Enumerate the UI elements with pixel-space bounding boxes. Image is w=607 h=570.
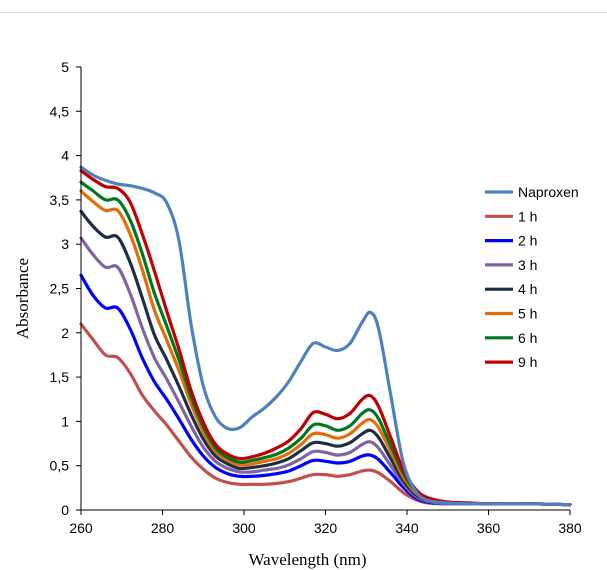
x-tick-label: 260 — [69, 520, 93, 536]
top-divider — [0, 12, 607, 13]
legend-label: 6 h — [518, 330, 537, 346]
legend-label: 3 h — [518, 257, 537, 273]
y-tick-label: 3 — [61, 236, 69, 252]
series-line-naproxen — [79, 165, 572, 507]
legend-label: Naproxen — [518, 184, 579, 200]
x-axis-title: Wavelength (nm) — [248, 550, 366, 569]
y-tick-label: 5 — [61, 59, 69, 75]
y-tick-label: 1,5 — [50, 369, 70, 385]
ticks-layer: 0 0,5 1 1,5 2 2,5 3 3,5 4 4,5 5 260 280 300 320 340 360 3… — [50, 59, 582, 536]
legend-label: 5 h — [518, 306, 537, 322]
x-tick-label: 280 — [151, 520, 175, 536]
y-tick-label: 4 — [61, 148, 69, 164]
series-layer — [79, 165, 572, 507]
legend-label: 9 h — [518, 354, 537, 370]
y-tick-label: 2,5 — [50, 281, 70, 297]
legend: Naproxen 1 h 2 h 3 h 4 h 5 h 6 h 9 h — [485, 184, 579, 370]
legend-label: 2 h — [518, 233, 537, 249]
x-tick-label: 320 — [314, 520, 338, 536]
x-tick-label: 360 — [477, 520, 501, 536]
y-tick-label: 3,5 — [50, 192, 70, 208]
y-tick-label: 2 — [61, 325, 69, 341]
series-line-3-h — [79, 236, 572, 507]
y-tick-label: 4,5 — [50, 103, 70, 119]
x-tick-label: 340 — [395, 520, 419, 536]
series-line-6-h — [79, 180, 572, 507]
y-tick-label: 0,5 — [50, 458, 70, 474]
legend-label: 1 h — [518, 208, 537, 224]
x-tick-label: 300 — [232, 520, 256, 536]
legend-label: 4 h — [518, 281, 537, 297]
y-axis-title: Absorbance — [13, 258, 32, 339]
y-tick-label: 0 — [61, 502, 69, 518]
y-tick-label: 1 — [61, 413, 69, 429]
series-line-9-h — [79, 169, 572, 507]
x-tick-label: 380 — [558, 520, 582, 536]
